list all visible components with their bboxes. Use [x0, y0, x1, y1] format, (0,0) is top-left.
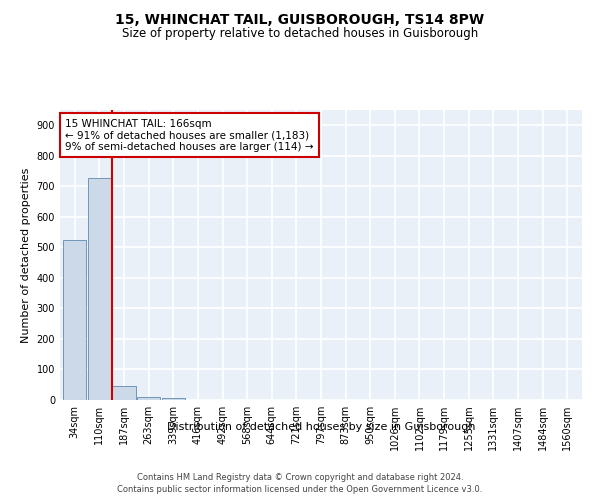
Bar [63, 240, 86, 400]
Bar [137, 396, 160, 400]
Bar [112, 386, 136, 400]
Text: 15 WHINCHAT TAIL: 166sqm
← 91% of detached houses are smaller (1,183)
9% of semi: 15 WHINCHAT TAIL: 166sqm ← 91% of detach… [65, 118, 314, 152]
Bar [161, 398, 185, 400]
Text: Distribution of detached houses by size in Guisborough: Distribution of detached houses by size … [167, 422, 475, 432]
Text: Contains HM Land Registry data © Crown copyright and database right 2024.: Contains HM Land Registry data © Crown c… [137, 472, 463, 482]
Text: 15, WHINCHAT TAIL, GUISBOROUGH, TS14 8PW: 15, WHINCHAT TAIL, GUISBOROUGH, TS14 8PW [115, 12, 485, 26]
Text: Contains public sector information licensed under the Open Government Licence v3: Contains public sector information licen… [118, 485, 482, 494]
Bar [88, 178, 111, 400]
Y-axis label: Number of detached properties: Number of detached properties [21, 168, 31, 342]
Text: Size of property relative to detached houses in Guisborough: Size of property relative to detached ho… [122, 28, 478, 40]
